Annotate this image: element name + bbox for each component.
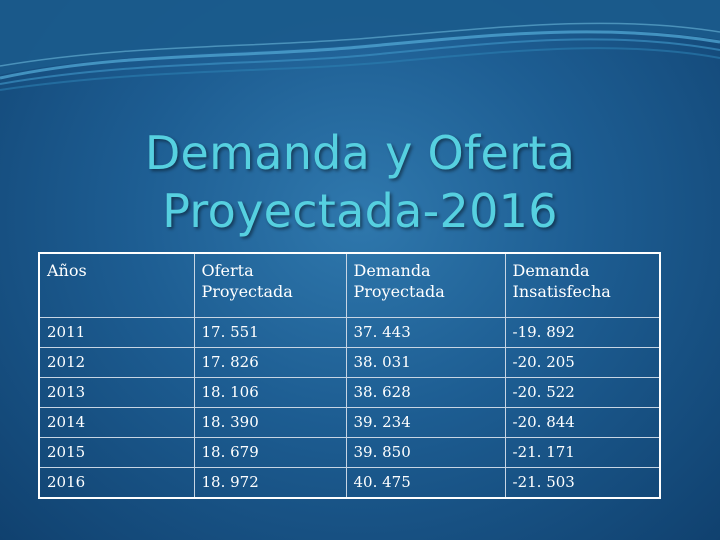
cell-year: 2015 <box>38 436 195 468</box>
slide-title-line-1: Demanda y Oferta <box>144 126 576 180</box>
cell-oferta: 18. 679 <box>193 436 347 468</box>
cell-insatisfecha: -20. 205 <box>504 346 661 378</box>
cell-demanda: 39. 850 <box>345 436 506 468</box>
header-insatisfecha-line-2: Insatisfecha <box>512 282 611 301</box>
header-insatisfecha-line-1: Demanda <box>512 261 590 280</box>
decorative-waves <box>0 0 720 91</box>
table-row: 2013 18. 106 38. 628 -20. 522 <box>38 376 661 408</box>
cell-insatisfecha: -21. 503 <box>504 466 661 498</box>
cell-demanda: 38. 628 <box>345 376 506 408</box>
table-header-row: Años Oferta Proyectada Demanda Proyectad… <box>38 252 661 318</box>
cell-demanda: 37. 443 <box>345 316 506 348</box>
cell-insatisfecha: -20. 844 <box>504 406 661 438</box>
header-oferta-proyectada: Oferta Proyectada <box>193 252 347 318</box>
cell-year: 2013 <box>38 376 195 408</box>
header-oferta-line-2: Proyectada <box>201 282 293 301</box>
cell-oferta: 17. 826 <box>193 346 347 378</box>
table-row: 2011 17. 551 37. 443 -19. 892 <box>38 316 661 348</box>
cell-insatisfecha: -21. 171 <box>504 436 661 468</box>
header-demanda-line-2: Proyectada <box>353 282 445 301</box>
cell-oferta: 18. 106 <box>193 376 347 408</box>
header-demanda-line-1: Demanda <box>353 261 431 280</box>
slide-title-line-2: Proyectada-2016 <box>162 184 558 238</box>
header-anos: Años <box>38 252 195 318</box>
header-oferta-line-1: Oferta <box>201 261 254 280</box>
cell-year: 2016 <box>38 466 195 498</box>
cell-insatisfecha: -20. 522 <box>504 376 661 408</box>
table-row: 2014 18. 390 39. 234 -20. 844 <box>38 406 661 438</box>
cell-demanda: 40. 475 <box>345 466 506 498</box>
cell-year: 2012 <box>38 346 195 378</box>
cell-oferta: 18. 972 <box>193 466 347 498</box>
cell-demanda: 39. 234 <box>345 406 506 438</box>
projection-table: Años Oferta Proyectada Demanda Proyectad… <box>38 252 661 499</box>
cell-demanda: 38. 031 <box>345 346 506 378</box>
cell-oferta: 18. 390 <box>193 406 347 438</box>
cell-year: 2014 <box>38 406 195 438</box>
cell-oferta: 17. 551 <box>193 316 347 348</box>
header-anos-text: Años <box>47 261 87 280</box>
table-row: 2012 17. 826 38. 031 -20. 205 <box>38 346 661 378</box>
slide-title: Demanda y Oferta Proyectada-2016 <box>0 124 720 240</box>
table-row: 2016 18. 972 40. 475 -21. 503 <box>38 466 661 498</box>
table-row: 2015 18. 679 39. 850 -21. 171 <box>38 436 661 468</box>
cell-year: 2011 <box>38 316 195 348</box>
header-demanda-insatisfecha: Demanda Insatisfecha <box>504 252 661 318</box>
header-demanda-proyectada: Demanda Proyectada <box>345 252 506 318</box>
cell-insatisfecha: -19. 892 <box>504 316 661 348</box>
